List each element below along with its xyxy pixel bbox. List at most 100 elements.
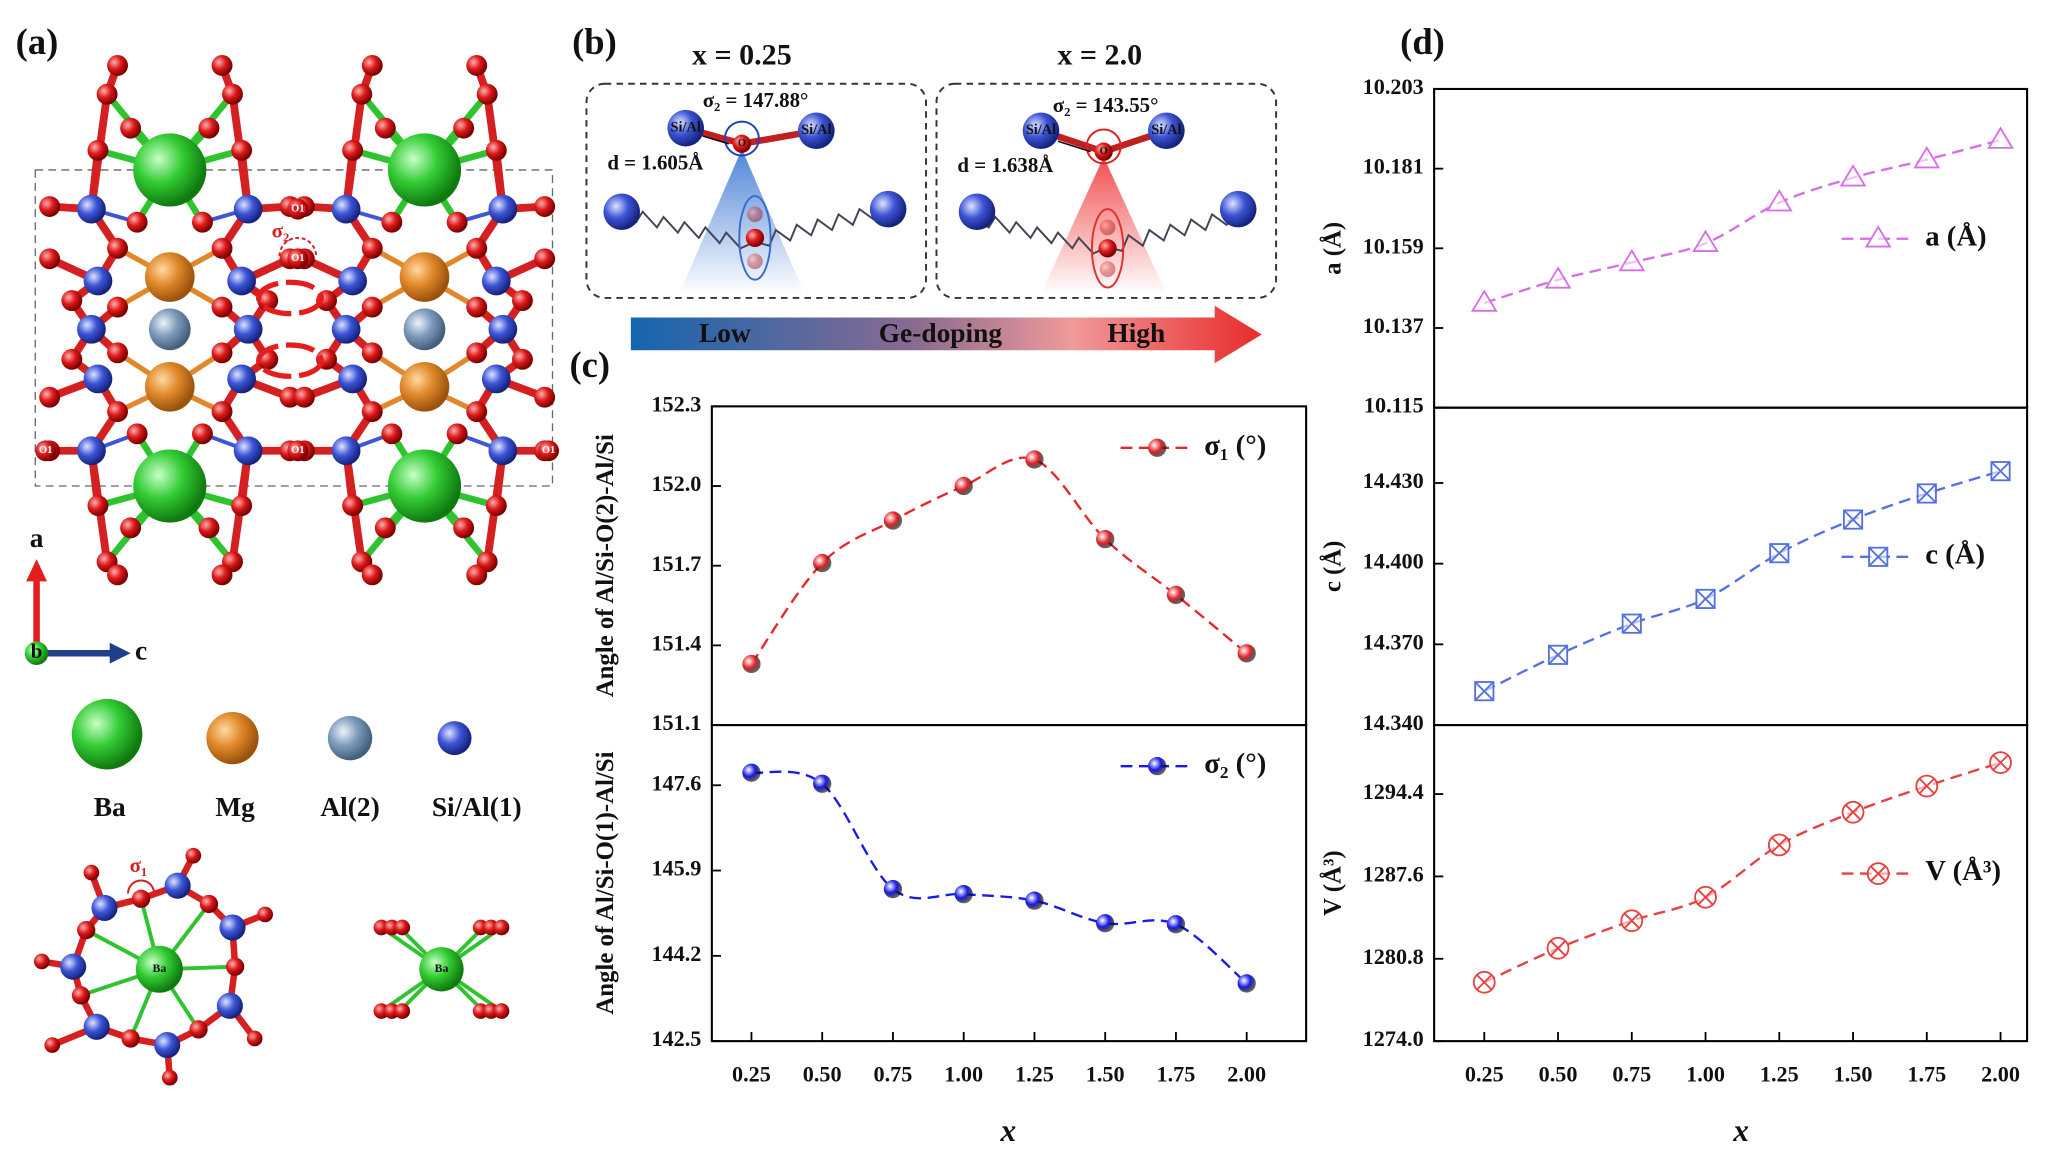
x-tick-label: 1.75 [1907, 1061, 1946, 1086]
data-point [1839, 164, 1867, 187]
marker-shape [1839, 164, 1867, 187]
site-label: O1 [39, 445, 52, 456]
y-tick-label: 151.4 [651, 630, 701, 655]
legend-label: a (Å) [1925, 220, 1986, 252]
marker-shape [954, 884, 973, 904]
data-point [1765, 189, 1793, 212]
x-tick-label: 0.25 [1465, 1061, 1504, 1086]
x-tick-label: 1.25 [1015, 1061, 1054, 1086]
y-tick-label: 1294.4 [1363, 779, 1424, 804]
marker-shape [1913, 146, 1941, 169]
marker-shape [1544, 266, 1572, 289]
chart: 1274.0 1280.8 1287.6 1294.4 0.25 0.50 0.75 1.00… [1319, 724, 2029, 1148]
legend-label: σ₁ (°) [1204, 429, 1266, 461]
x-tick-label: 1.00 [944, 1061, 983, 1086]
panel-label: (c) [569, 344, 610, 385]
marker-shape [1166, 915, 1186, 934]
marker-shape [883, 511, 903, 530]
axis-triad: a b c [24, 523, 147, 666]
marker-shape [813, 774, 832, 793]
legend: σ₁ (°) [1120, 429, 1266, 461]
marker-shape [1096, 914, 1115, 933]
data-point [1913, 146, 1941, 169]
marker-shape [1237, 644, 1256, 663]
plot-frame [1433, 724, 2029, 1043]
data-point [1237, 644, 1256, 663]
marker-shape [1769, 543, 1790, 563]
y-tick-label: 10.181 [1363, 154, 1424, 179]
data-point [1470, 289, 1498, 312]
distance-value: d = 1.605Å [607, 151, 703, 175]
marker-shape [1025, 891, 1044, 910]
plot-frame [710, 724, 1308, 1043]
data-point [1841, 800, 1865, 824]
data-point [1474, 681, 1495, 702]
data-point [813, 774, 832, 793]
legend: σ₂ (°) [1120, 748, 1266, 780]
marker-shape [1621, 613, 1642, 634]
data-point [742, 763, 761, 782]
marker-shape [1618, 248, 1646, 272]
sigma-label: σ₂ [272, 218, 290, 242]
data-point [1694, 885, 1717, 909]
legend: V (Å³) [1841, 855, 2001, 887]
data-point [1166, 585, 1186, 605]
marker-shape [1870, 865, 1887, 882]
atom-name: Al(2) [320, 792, 379, 822]
x-tick-label: 1.50 [1834, 1061, 1873, 1086]
marker-shape [1990, 461, 2011, 481]
axis-label: a [30, 523, 44, 553]
x-tick-label: 2.00 [1227, 1061, 1266, 1086]
data-point [1237, 974, 1256, 993]
marker-shape [1237, 974, 1256, 993]
data-point [1166, 915, 1186, 934]
marker-shape [742, 763, 761, 782]
angle-value: σ₂ = 147.88° [703, 88, 809, 112]
marker-shape [1843, 509, 1863, 530]
data-point [1695, 588, 1716, 609]
x-tick-label: 0.50 [803, 1061, 842, 1086]
data-point [1621, 613, 1642, 634]
marker-shape [1025, 450, 1044, 469]
rotation-arrow [255, 342, 324, 379]
data-point [742, 654, 761, 674]
y-tick-label: 152.3 [651, 391, 701, 416]
marker-shape [1845, 804, 1862, 821]
atom-name: Si/Al(1) [432, 792, 522, 822]
marker-shape [1697, 889, 1714, 906]
data-point [1915, 774, 1939, 798]
y-tick-label: 10.137 [1363, 313, 1424, 338]
legend-label: c (Å) [1925, 538, 1985, 570]
y-axis-label: V (Å³) [1319, 850, 1347, 916]
marker-shape [1868, 547, 1888, 567]
atom-label: O [738, 138, 746, 149]
marker-shape [1917, 483, 1937, 504]
data-point [883, 879, 903, 899]
y-tick-label: 1274.0 [1363, 1026, 1424, 1051]
chart: 14.340 14.370 14.400 14.430 c (Å) c (Å) [1319, 406, 2029, 735]
series-line [750, 456, 1248, 665]
panel-label: (a) [16, 21, 59, 62]
y-tick-label: 151.1 [651, 710, 701, 735]
site-label: O1 [542, 445, 555, 456]
atom-name: Ba [94, 792, 126, 822]
series-line [751, 770, 1248, 985]
bond-schematic: x = 0.25 x = 2.0 Si/Al Si/Al Si/Al Si/Al… [585, 39, 1278, 299]
atom-label: Si/Al [801, 122, 831, 138]
data-point [1544, 266, 1572, 289]
site-label: O1 [291, 253, 304, 264]
data-point [1620, 909, 1644, 933]
data-point [1767, 833, 1791, 857]
center-label: Ba [152, 962, 166, 975]
series-line [1483, 470, 2001, 693]
legend: c (Å) [1841, 538, 1985, 570]
marker-shape [1987, 126, 2014, 149]
marker-shape [813, 553, 832, 573]
polyhedron-side: Ba [373, 919, 510, 1019]
axis-label: c [135, 636, 147, 666]
case-title: x = 2.0 [1057, 39, 1142, 72]
x-tick-label: 0.75 [874, 1061, 913, 1086]
legend-label: σ₂ (°) [1204, 748, 1266, 780]
data-point [1025, 891, 1044, 910]
